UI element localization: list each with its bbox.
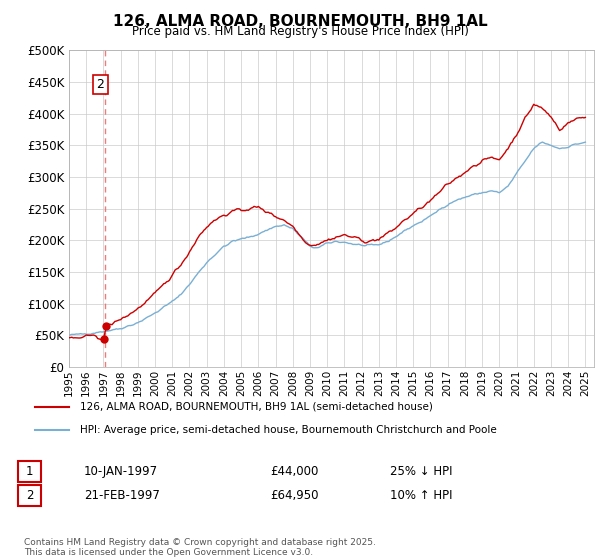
Text: £44,000: £44,000 bbox=[270, 465, 319, 478]
Text: 1: 1 bbox=[26, 465, 33, 478]
Text: Contains HM Land Registry data © Crown copyright and database right 2025.
This d: Contains HM Land Registry data © Crown c… bbox=[24, 538, 376, 557]
Text: 126, ALMA ROAD, BOURNEMOUTH, BH9 1AL: 126, ALMA ROAD, BOURNEMOUTH, BH9 1AL bbox=[113, 14, 487, 29]
Text: 21-FEB-1997: 21-FEB-1997 bbox=[84, 489, 160, 502]
Text: 25% ↓ HPI: 25% ↓ HPI bbox=[390, 465, 452, 478]
Text: 126, ALMA ROAD, BOURNEMOUTH, BH9 1AL (semi-detached house): 126, ALMA ROAD, BOURNEMOUTH, BH9 1AL (se… bbox=[80, 402, 433, 412]
Text: 2: 2 bbox=[26, 489, 33, 502]
Text: HPI: Average price, semi-detached house, Bournemouth Christchurch and Poole: HPI: Average price, semi-detached house,… bbox=[80, 425, 497, 435]
Text: £64,950: £64,950 bbox=[270, 489, 319, 502]
Text: 10-JAN-1997: 10-JAN-1997 bbox=[84, 465, 158, 478]
Text: 10% ↑ HPI: 10% ↑ HPI bbox=[390, 489, 452, 502]
Text: Price paid vs. HM Land Registry's House Price Index (HPI): Price paid vs. HM Land Registry's House … bbox=[131, 25, 469, 38]
Text: 2: 2 bbox=[97, 78, 104, 91]
